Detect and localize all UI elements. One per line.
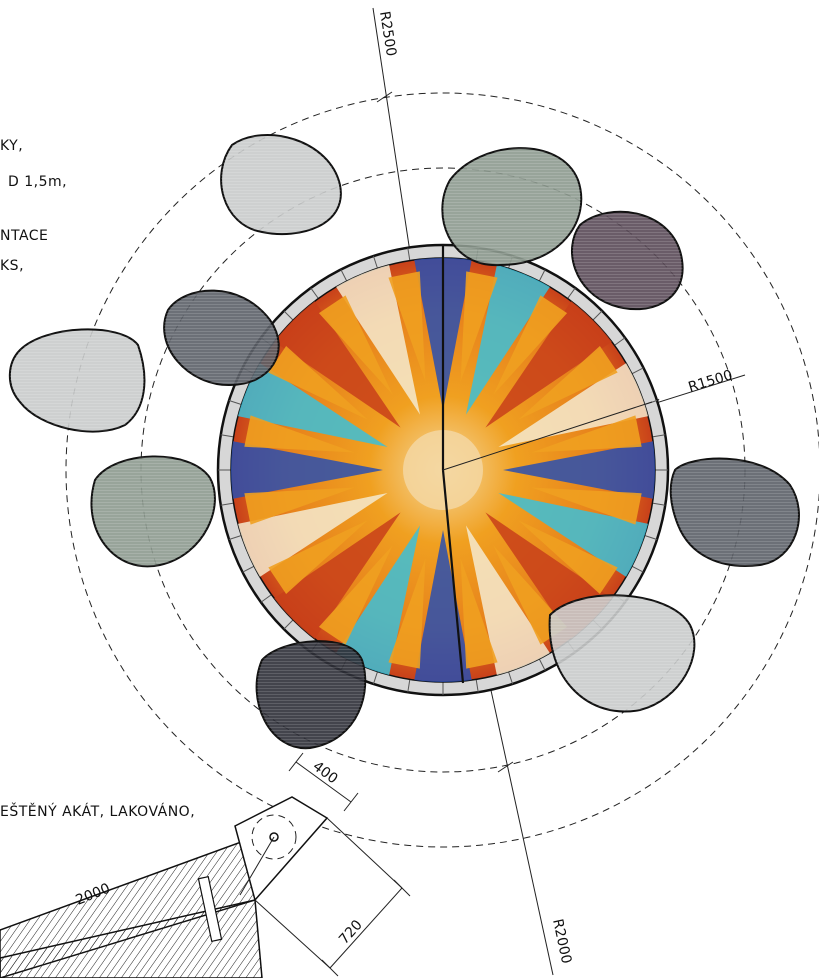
bench-pivot-circle bbox=[251, 814, 297, 860]
radius-circle-2500 bbox=[65, 92, 819, 848]
bench-assembly bbox=[0, 796, 329, 978]
bottom-note: EŠTĚNÝ AKÁT, LAKOVÁNO, bbox=[0, 802, 195, 820]
stone-texture bbox=[91, 456, 215, 567]
stone-texture bbox=[442, 148, 582, 266]
mosaic-ray bbox=[259, 286, 401, 428]
mosaic-ray bbox=[268, 520, 369, 595]
mosaic-ray bbox=[460, 271, 498, 382]
mosaic-ray bbox=[498, 353, 655, 448]
mosaic-ray bbox=[531, 415, 642, 453]
mosaic-ray bbox=[388, 558, 426, 669]
mosaic-ray bbox=[268, 345, 369, 420]
mosaic-ray bbox=[460, 558, 498, 669]
mosaic-ray bbox=[388, 271, 426, 382]
mosaic-ray bbox=[318, 295, 393, 396]
mosaic-rays bbox=[231, 258, 655, 682]
note-line-1: KY, bbox=[0, 138, 23, 154]
mosaic-ray bbox=[485, 286, 627, 428]
mosaic-ray bbox=[318, 544, 393, 645]
bench-beam-bottom bbox=[0, 899, 263, 978]
label-720: 720 bbox=[336, 917, 366, 948]
disc-radius-line-3 bbox=[442, 401, 653, 471]
mosaic-ray bbox=[503, 437, 655, 503]
mosaic-ray bbox=[465, 525, 560, 682]
tick-r2500 bbox=[376, 91, 393, 103]
mosaic-ray bbox=[244, 415, 355, 453]
mosaic-ray bbox=[531, 487, 642, 525]
mosaic-ray bbox=[517, 345, 618, 420]
mosaic-ray bbox=[326, 258, 421, 415]
tick-r2000 bbox=[497, 761, 514, 773]
stone-group bbox=[8, 134, 800, 750]
stone-texture bbox=[9, 329, 145, 432]
label-r1500: R1500 bbox=[686, 367, 734, 396]
mosaic-ray bbox=[259, 512, 401, 654]
dimension-400 bbox=[288, 752, 359, 812]
label-r2000: R2000 bbox=[549, 918, 574, 966]
stone-texture bbox=[670, 458, 799, 566]
stone-texture bbox=[571, 211, 683, 310]
mosaic-ray bbox=[231, 437, 383, 503]
bench-link-line bbox=[239, 836, 275, 896]
note-line-4: KS, bbox=[0, 258, 24, 274]
mosaic-ray bbox=[517, 520, 618, 595]
mosaic-ray bbox=[493, 295, 568, 396]
dimension-720 bbox=[254, 817, 411, 977]
disc-radius-line-2 bbox=[441, 469, 465, 684]
stone-texture bbox=[221, 134, 341, 235]
bench-bolt-slot bbox=[197, 875, 223, 943]
stone-texture bbox=[164, 290, 279, 386]
mosaic-ray bbox=[244, 487, 355, 525]
label-r2500: R2500 bbox=[376, 10, 399, 57]
mosaic-ray bbox=[465, 258, 560, 415]
mosaic-ray bbox=[493, 544, 568, 645]
stone-texture bbox=[549, 595, 695, 712]
note-line-2: D 1,5m, bbox=[8, 174, 67, 190]
stone-texture bbox=[256, 641, 366, 749]
note-line-3: NTACE bbox=[0, 228, 48, 244]
mosaic-ray bbox=[231, 492, 388, 587]
mosaic-ray bbox=[498, 492, 655, 587]
mosaic-ray bbox=[410, 530, 476, 682]
mosaic-disc bbox=[216, 243, 670, 697]
